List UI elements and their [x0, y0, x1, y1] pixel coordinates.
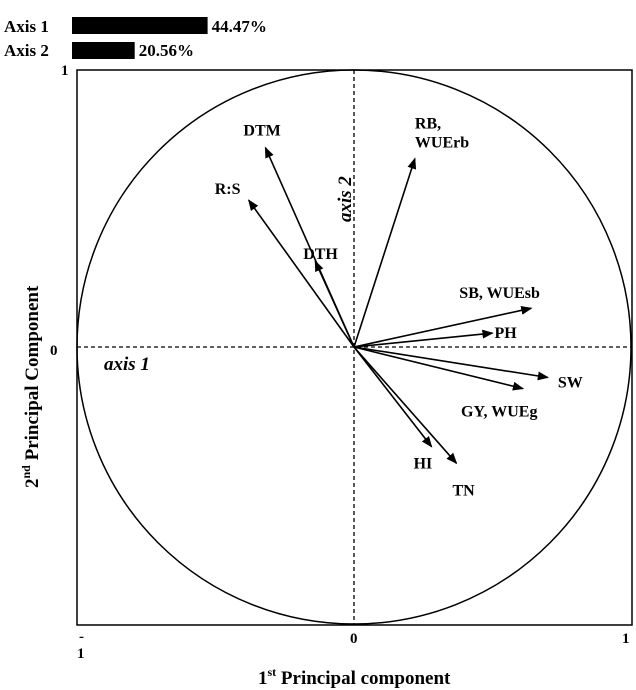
vector-label-ph: PH: [495, 325, 518, 342]
vector-arrow-tn: [353, 346, 458, 465]
x-tick-min-digit: 1: [77, 646, 85, 662]
x-tick-min-dash: -: [79, 629, 84, 645]
vector-arrow-gy-wueg: [353, 346, 525, 391]
vector-arrow-ph: [353, 329, 494, 348]
vector-arrow-hi: [353, 346, 433, 448]
vector-label-tn: TN: [453, 482, 476, 499]
x-axis-title: 1st Principal component: [258, 665, 451, 689]
x-tick-mid: 0: [350, 631, 358, 647]
axis2-variance-value: 20.56%: [139, 41, 194, 60]
vector-label-dtm: DTM: [243, 123, 280, 140]
vector-label-gy-wueg: GY, WUEg: [461, 404, 537, 421]
y-axis-title: 2nd Principal Component: [19, 285, 43, 488]
y-tick-mid: 0: [50, 343, 58, 359]
vector-label-sw: SW: [558, 375, 583, 392]
vector-arrow-sb-wuesb: [353, 305, 533, 348]
vector-label-rb: RB,: [415, 116, 441, 133]
vector-label-hi: HI: [414, 456, 433, 473]
vector-arrow-sw: [353, 346, 550, 381]
loading-vectors: DTM RB, WUErb R:S DTH SB, WUEsb PH SW GY, WUEg HI…: [215, 116, 583, 500]
axis1-variance-value: 44.47%: [212, 17, 267, 36]
axis1-variance-bar: [72, 17, 208, 34]
x-tick-max: 1: [622, 631, 630, 647]
axis2-variance-label: Axis 2: [4, 41, 49, 60]
vector-label-sb-wuesb: SB, WUEsb: [459, 285, 540, 302]
vector-label2-rb: WUErb: [415, 135, 469, 152]
axis1-annotation: axis 1: [104, 354, 150, 375]
axis2-annotation: axis 2: [335, 176, 356, 222]
y-tick-max: 1: [61, 63, 69, 79]
vector-arrow-r-s: [248, 199, 355, 348]
vector-label-dth: DTH: [303, 246, 338, 263]
vector-label-r-s: R:S: [215, 181, 241, 198]
vector-arrow-dth: [314, 260, 355, 348]
vector-arrow-rb: [353, 157, 417, 348]
axis2-variance-bar: [72, 42, 135, 59]
explained-variance-legend: Axis 1 44.47% Axis 2 20.56%: [4, 17, 267, 60]
axis1-variance-label: Axis 1: [4, 17, 49, 36]
